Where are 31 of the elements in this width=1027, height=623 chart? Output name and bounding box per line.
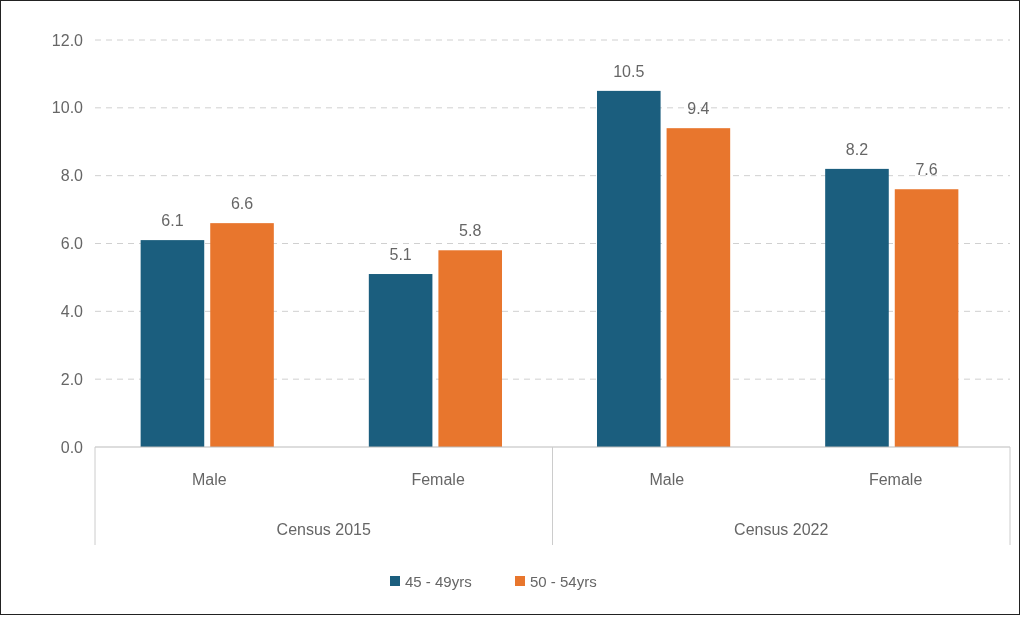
x-tick-label: Female <box>868 471 923 488</box>
bar <box>210 223 274 447</box>
data-label: 9.4 <box>687 100 710 118</box>
bar <box>666 128 731 447</box>
bar <box>894 189 959 447</box>
legend-label: 45 - 49yrs <box>405 573 472 591</box>
bar <box>368 274 433 447</box>
y-tick-label: 10.0 <box>51 99 84 117</box>
data-label: 6.6 <box>230 195 254 213</box>
y-tick-label: 0.0 <box>60 438 84 456</box>
y-tick-label: 8.0 <box>60 167 84 185</box>
y-tick-label: 4.0 <box>60 302 84 320</box>
y-tick-label: 2.0 <box>60 370 84 388</box>
data-label: 5.8 <box>459 222 482 240</box>
x-tick-label: Female <box>411 471 465 488</box>
y-tick-label: 12.0 <box>51 31 84 49</box>
data-label: 10.5 <box>613 62 645 80</box>
legend-label: 50 - 54yrs <box>530 573 597 591</box>
data-label: 5.1 <box>389 246 412 264</box>
data-label: 6.1 <box>161 212 184 230</box>
data-label: 8.2 <box>845 140 869 158</box>
x-tick-label: Male <box>192 471 227 488</box>
x-tick-label: Male <box>649 471 685 488</box>
bar <box>140 240 205 447</box>
text: Census 2022 <box>734 521 829 538</box>
y-tick-label: 6.0 <box>60 235 84 253</box>
bar <box>597 90 661 447</box>
bar <box>825 168 889 447</box>
bar <box>438 250 502 447</box>
text: Census 2015 <box>276 521 371 538</box>
data-label: 7.6 <box>915 161 938 179</box>
